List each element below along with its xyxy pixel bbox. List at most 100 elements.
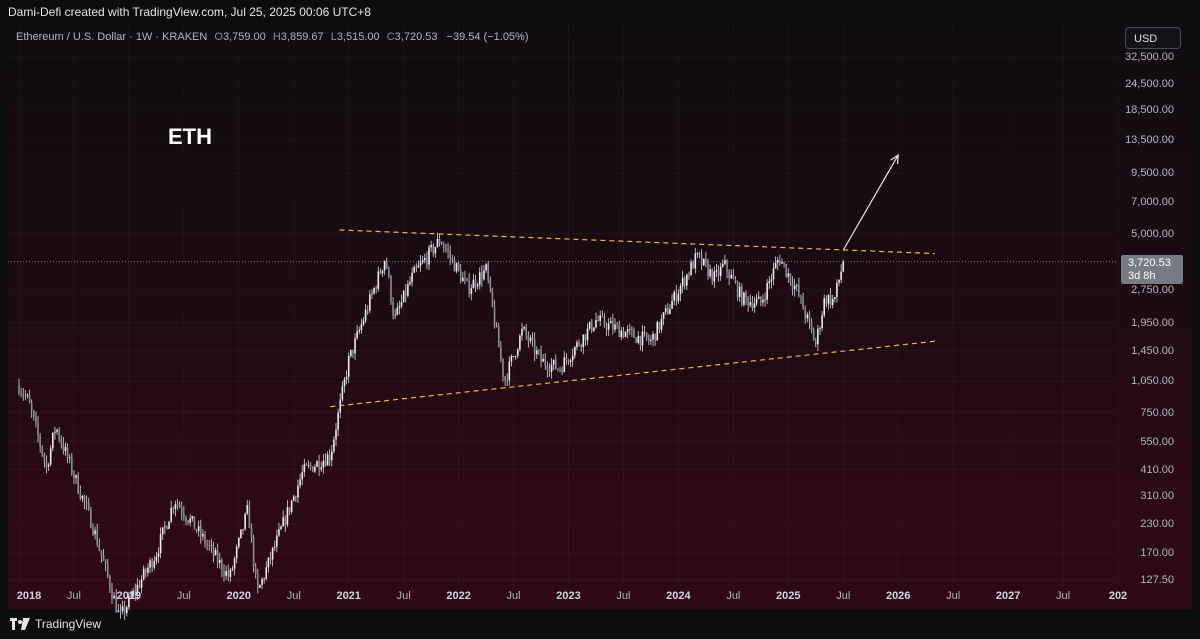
time-tick-label: Jul — [1056, 590, 1071, 602]
candle-body — [140, 579, 143, 588]
candle-body — [810, 321, 813, 330]
price-tick-label: 1,050.00 — [1131, 374, 1174, 387]
candle-body — [202, 534, 204, 537]
candle-body — [628, 328, 631, 330]
candle-body — [483, 270, 485, 280]
candle-body — [795, 285, 798, 286]
price-tick-label: 230.00 — [1140, 518, 1174, 531]
candle-body — [267, 557, 270, 568]
candle-body — [821, 315, 823, 329]
last-price-tag: 3,720.53 3d 8h — [1121, 254, 1183, 284]
candle-body — [109, 576, 111, 589]
candle-body — [561, 369, 563, 373]
candle-body — [432, 244, 435, 254]
currency-button[interactable]: USD — [1125, 27, 1181, 49]
footer-brand-text: TradingView — [35, 617, 102, 631]
candle-body — [622, 330, 625, 337]
candle-body — [686, 274, 688, 286]
candle-body — [445, 247, 447, 250]
candle-body — [555, 359, 557, 369]
candle-body — [457, 263, 460, 270]
candle-body — [434, 247, 437, 254]
candle-body — [413, 267, 416, 273]
candle-body — [35, 416, 37, 423]
price-tick-label: 13,500.00 — [1125, 133, 1174, 146]
candle-body — [738, 286, 741, 298]
candle-body — [711, 269, 714, 282]
candle-body — [542, 358, 544, 362]
candle-body — [840, 271, 842, 280]
candle-body — [87, 503, 90, 509]
candle-body — [493, 306, 496, 327]
candle-body — [436, 238, 439, 248]
candle-body — [626, 329, 629, 333]
candle-body — [130, 596, 132, 597]
time-tick-label: Jul — [946, 590, 961, 602]
candle-body — [106, 564, 109, 577]
candle-body — [681, 277, 684, 287]
candle-body — [683, 277, 686, 286]
candle-body — [145, 568, 147, 573]
candle-body — [736, 282, 739, 298]
candle-body — [774, 262, 777, 269]
candle-body — [453, 258, 456, 272]
candle-body — [356, 331, 358, 339]
candle-body — [823, 298, 826, 316]
candle-body — [180, 507, 183, 514]
candle-body — [252, 537, 255, 567]
candle-body — [235, 546, 238, 559]
time-tick-label: 2022 — [446, 590, 471, 602]
candle-body — [616, 324, 618, 326]
price-tick-label: 170.00 — [1140, 546, 1174, 559]
candle-body — [400, 301, 403, 307]
candle-body — [377, 271, 380, 289]
candle-body — [631, 328, 633, 331]
candle-body — [168, 521, 170, 529]
candle-body — [373, 287, 375, 294]
candle-body — [54, 431, 56, 433]
candle-body — [576, 342, 578, 348]
candle-body — [789, 273, 792, 283]
candle-body — [531, 337, 534, 340]
candle-body — [178, 504, 181, 508]
candle-body — [817, 328, 819, 345]
candle-body — [218, 559, 221, 563]
candle-body — [660, 318, 663, 330]
candle-body — [459, 269, 462, 282]
candle-body — [98, 545, 101, 551]
candle-body — [166, 526, 168, 529]
candle-body — [819, 328, 821, 329]
candle-body — [379, 271, 382, 274]
candle-body — [593, 327, 595, 331]
price-tick-label: 24,500.00 — [1125, 77, 1174, 90]
candle-body — [599, 315, 602, 321]
candle-body — [113, 595, 115, 599]
candle-body — [757, 296, 760, 299]
time-tick-label: 2019 — [116, 590, 142, 602]
candle-body — [800, 295, 802, 297]
candle-body — [328, 454, 331, 461]
candle-body — [49, 448, 52, 465]
candle-body — [783, 262, 785, 264]
candle-body — [199, 526, 202, 537]
candle-body — [330, 451, 333, 461]
candle-body — [151, 560, 153, 568]
candle-body — [81, 495, 84, 499]
candle-body — [563, 357, 566, 373]
candle-body — [402, 290, 405, 302]
candle-body — [305, 464, 308, 466]
candle-body — [58, 429, 60, 439]
candle-body — [597, 320, 599, 321]
candle-body — [550, 364, 553, 372]
candle-body — [470, 288, 473, 294]
candle-body — [428, 247, 430, 265]
candle-body — [698, 252, 701, 255]
time-tick-label: 2021 — [336, 590, 361, 602]
candle-body — [667, 307, 669, 315]
candle-body — [639, 336, 642, 346]
lower-trendline — [330, 340, 935, 408]
candle-body — [18, 385, 20, 394]
candle-body — [569, 360, 572, 362]
candle-body — [369, 294, 371, 311]
